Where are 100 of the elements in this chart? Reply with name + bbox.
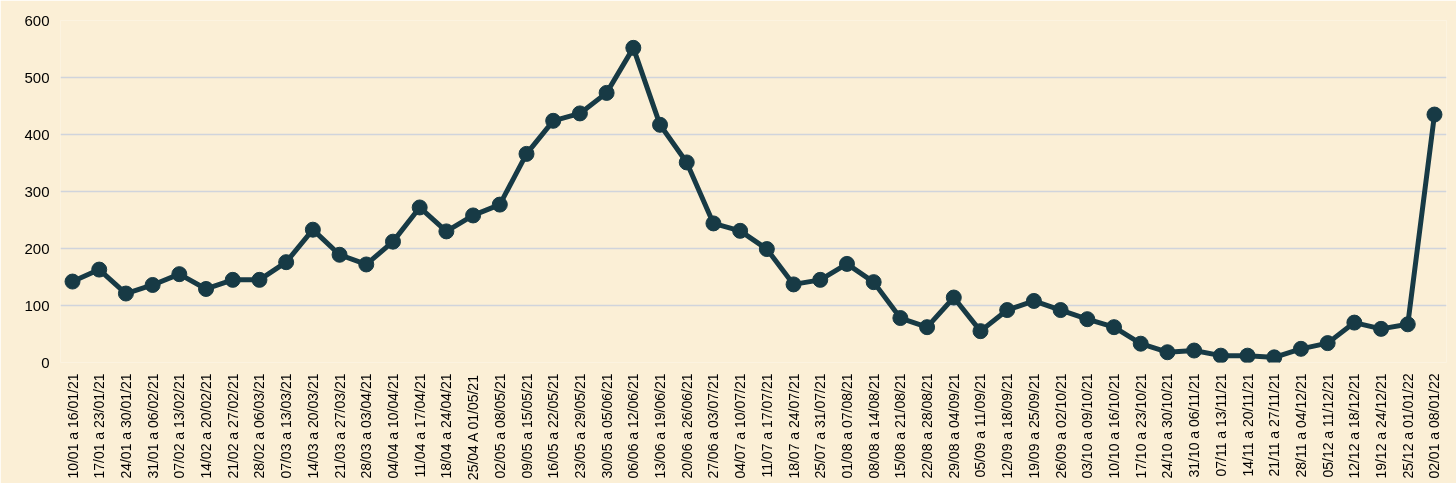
x-tick-label: 23/05 a 29/05/21: [571, 373, 588, 479]
point: [491, 196, 508, 213]
point: [1239, 347, 1256, 363]
point: [278, 254, 295, 271]
point: [1132, 335, 1149, 352]
x-tick-label: 11/07 a 17/07/21: [758, 373, 775, 478]
point: [732, 222, 749, 239]
point: [331, 246, 348, 263]
point: [358, 256, 375, 273]
x-tick-label: 28/02 a 06/03/21: [251, 373, 268, 479]
point: [999, 302, 1016, 319]
x-tick-label: 14/02 a 20/02/21: [198, 373, 215, 479]
x-tick-label: 18/04 a 24/04/21: [438, 373, 455, 479]
x-tick-label: 21/02 a 27/02/21: [224, 373, 241, 479]
x-tick-label: 07/11 a 13/11/21: [1212, 373, 1229, 477]
x-tick-label: 17/01 a 23/01/21: [91, 373, 108, 479]
x-tick-label: 06/06 a 12/06/21: [625, 373, 642, 479]
x-tick-label: 10/10 a 16/10/21: [1106, 373, 1123, 479]
y-tick-label: 0: [41, 353, 50, 371]
x-tick-label: 02/01 a 08/01/22: [1426, 373, 1443, 479]
x-tick-label: 04/04 a 10/04/21: [384, 373, 401, 479]
point: [117, 285, 134, 302]
point: [1346, 314, 1363, 331]
point: [598, 84, 615, 101]
point: [1212, 347, 1229, 363]
point: [545, 112, 562, 129]
point: [411, 199, 428, 216]
point: [625, 39, 642, 56]
point: [144, 276, 161, 293]
point: [812, 271, 829, 288]
x-tick-label: 28/03 a 03/04/21: [358, 373, 375, 479]
x-tick-label: 26/09 a 02/10/21: [1052, 373, 1069, 479]
point: [91, 261, 108, 278]
x-tick-label: 12/09 a 18/09/21: [999, 373, 1016, 479]
x-tick-label: 14/03 a 20/03/21: [304, 373, 321, 479]
x-tick-label: 16/05 a 22/05/21: [545, 373, 562, 479]
x-tick-label: 22/08 a 28/08/21: [919, 373, 936, 479]
x-tick-label: 04/07 a 10/07/21: [732, 373, 749, 479]
point: [1159, 344, 1176, 361]
point: [1426, 106, 1443, 123]
point: [1292, 340, 1309, 357]
point: [251, 271, 268, 288]
x-tick-label: 01/08 a 07/08/21: [838, 373, 855, 479]
x-tick-label: 31/01 a 06/02/21: [144, 373, 161, 479]
point: [678, 154, 695, 171]
x-tick-label: 12/12 a 18/12/21: [1346, 373, 1363, 479]
point: [1025, 292, 1042, 309]
x-tick-label: 24/10 a 30/10/21: [1159, 373, 1176, 479]
x-tick-label: 18/07 a 24/07/21: [785, 373, 802, 479]
x-tick-label: 07/02 a 13/02/21: [171, 373, 188, 479]
point: [224, 271, 241, 288]
x-tick-label: 19/12 a 24/12/21: [1373, 373, 1390, 479]
y-tick-label: 200: [24, 239, 50, 257]
point: [1106, 319, 1123, 336]
x-tick-label: 11/04 a 17/04/21: [411, 373, 428, 478]
point: [438, 223, 455, 240]
point: [198, 280, 215, 297]
x-tick-label: 13/06 a 19/06/21: [652, 373, 669, 479]
point: [64, 273, 81, 290]
x-tick-label: 25/07 a 31/07/21: [812, 373, 829, 479]
x-tick-label: 14/11 a 20/11/21: [1239, 373, 1256, 477]
point: [865, 274, 882, 291]
point: [972, 323, 989, 340]
x-tick-label: 28/11 a 04/12/21: [1292, 373, 1309, 478]
x-tick-label: 25/04 A 01/05/21: [465, 374, 482, 481]
point: [465, 207, 482, 224]
x-tick-label: 17/10 a 23/10/21: [1132, 373, 1149, 479]
point: [892, 310, 909, 327]
x-tick-label: 30/05 a 05/06/21: [598, 373, 615, 479]
x-tick-label: 27/06 a 03/07/21: [705, 373, 722, 479]
point: [1399, 316, 1416, 333]
point: [758, 241, 775, 258]
x-tick-label: 21/03 a 27/03/21: [331, 373, 348, 479]
point: [1052, 302, 1069, 319]
y-tick-label: 300: [24, 182, 50, 200]
y-tick-label: 500: [24, 68, 50, 86]
point: [1373, 320, 1390, 337]
x-tick-label: 09/05 a 15/05/21: [518, 373, 535, 479]
point: [384, 233, 401, 250]
x-tick-label: 15/08 a 21/08/21: [892, 373, 909, 479]
point: [838, 255, 855, 272]
point: [518, 145, 535, 162]
x-tick-label: 24/01 a 30/01/21: [117, 373, 134, 479]
x-tick-label: 10/01 a 16/01/21: [64, 373, 81, 479]
point: [571, 105, 588, 122]
y-tick-label: 400: [24, 125, 50, 143]
point: [1266, 349, 1283, 363]
x-tick-label: 25/12 a 01/01/22: [1399, 373, 1416, 479]
point: [652, 116, 669, 133]
x-tick-label: 29/08 a 04/09/21: [945, 373, 962, 479]
point: [705, 215, 722, 232]
x-tick-label: 20/06 a 26/06/21: [678, 373, 695, 479]
x-tick-label: 21/11 a 27/11/21: [1266, 373, 1283, 477]
point: [304, 221, 321, 238]
point: [1319, 335, 1336, 352]
point: [919, 319, 936, 336]
x-tick-label: 07/03 a 13/03/21: [278, 373, 295, 479]
x-tick-label: 05/12 a 11/12/21: [1319, 373, 1336, 478]
x-tick-label: 03/10 a 09/10/21: [1079, 373, 1096, 479]
x-tick-label: 05/09 a 11/09/21: [972, 373, 989, 478]
